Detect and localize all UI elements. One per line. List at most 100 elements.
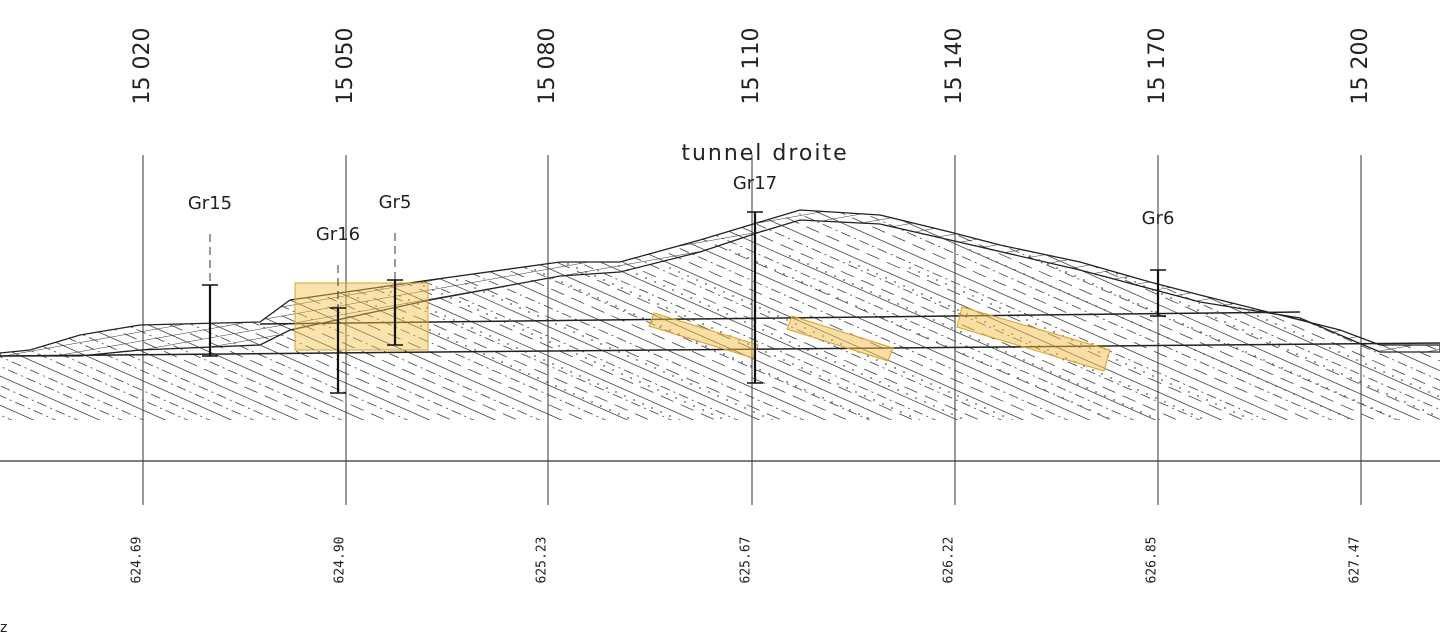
sandstone-dot [1311,339,1313,341]
sandstone-dot [789,255,791,257]
sandstone-dot [705,345,707,347]
sandstone-dot [600,343,602,345]
sandstone-dot [1170,383,1172,385]
sandstone-dot [1053,393,1055,395]
sandstone-dot [1026,381,1028,383]
sandstone-dot [972,443,974,445]
sandstone-dot [717,395,719,397]
sandstone-dot [645,363,647,365]
sandstone-dot [285,265,287,267]
sandstone-dot [1164,487,1166,489]
sandstone-dot [429,267,431,269]
sandstone-dot [765,437,767,439]
sandstone-dot [1401,441,1403,443]
sandstone-dot [1071,487,1073,489]
sandstone-dot [900,497,902,499]
sandstone-dot [765,351,767,353]
sandstone-dot [1233,325,1235,327]
sandstone-dot [249,249,251,251]
sandstone-dot [516,347,518,349]
bedding-line [0,210,101,420]
sandstone-dot [927,337,929,339]
sandstone-dot [1134,367,1136,369]
sandstone-dot [693,405,695,407]
sandstone-dot [1026,319,1028,321]
sandstone-dot [714,287,716,289]
sandstone-dot [1236,347,1238,349]
sandstone-dot [753,473,755,475]
sandstone-dot [660,411,662,413]
sandstone-dot [1311,401,1313,403]
sandstone-dot [1251,333,1253,335]
sandstone-dot [1161,379,1163,381]
sandstone-dot [672,375,674,377]
sandstone-dot [1188,453,1190,455]
sandstone-dot [849,261,851,263]
sandstone-dot [705,431,707,433]
sandstone-dot [912,375,914,377]
sandstone-dot [804,389,806,391]
sandstone-dot [981,299,983,301]
sandstone-dot [987,257,989,259]
sandstone-dot [489,335,491,337]
sandstone-dot [663,371,665,373]
sandstone-dot [615,391,617,393]
sandstone-dot [1425,431,1427,433]
sandstone-dot [1347,417,1349,419]
sandstone-dot [936,427,938,429]
sandstone-dot [1332,455,1334,457]
sandstone-dot [1074,275,1076,277]
sandstone-dot [1014,355,1016,357]
sandstone-dot [1047,435,1049,437]
sandstone-dot [1095,305,1097,307]
sandstone-dot [1077,383,1079,385]
sandstone-dot [1221,447,1223,449]
sandstone-dot [507,257,509,259]
sandstone-dot [942,323,944,325]
sandstone-dot [846,473,848,475]
sandstone-dot [696,341,698,343]
bedding-line [1383,210,1440,420]
sandstone-dot [687,275,689,277]
sandstone-dot [576,353,578,355]
sandstone-dot [993,473,995,475]
sandstone-dot [870,291,872,293]
sandstone-dot [561,281,563,283]
sandstone-dot [1176,279,1178,281]
sandstone-dot [1230,365,1232,367]
bedding-line [1141,210,1440,420]
sandstone-dot [801,453,803,455]
sandstone-dot [918,333,920,335]
sandstone-dot [807,435,809,437]
sandstone-dot [834,275,836,277]
tunnel-floor [0,342,1440,357]
sandstone-dot [828,379,830,381]
sandstone-dot [879,467,881,469]
sandstone-dot [744,469,746,471]
sandstone-dot [651,407,653,409]
sandstone-dot [969,421,971,423]
sandstone-dot [1002,477,1004,479]
sandstone-dot [597,383,599,385]
sandstone-dot [498,253,500,255]
sandstone-dot [438,333,440,335]
sandstone-dot [1041,281,1043,283]
sandstone-dot [729,421,731,423]
sandstone-dot [1419,449,1421,451]
sandstone-dot [1176,341,1178,343]
sandstone-dot [936,341,938,343]
sandstone-dot [717,457,719,459]
sandstone-dot [675,397,677,399]
sandstone-dot [705,283,707,285]
sandstone-dot [702,323,704,325]
sandstone-dot [849,409,851,411]
sandstone-dot [549,341,551,343]
sandstone-dot [573,393,575,395]
bedding-line [0,210,167,420]
sandstone-dot [1167,275,1169,277]
sandstone-dot [969,249,971,251]
sandstone-dot [1020,485,1022,487]
sandstone-dot [1275,385,1277,387]
sandstone-dot [1284,327,1286,329]
bedding-line [0,210,409,420]
